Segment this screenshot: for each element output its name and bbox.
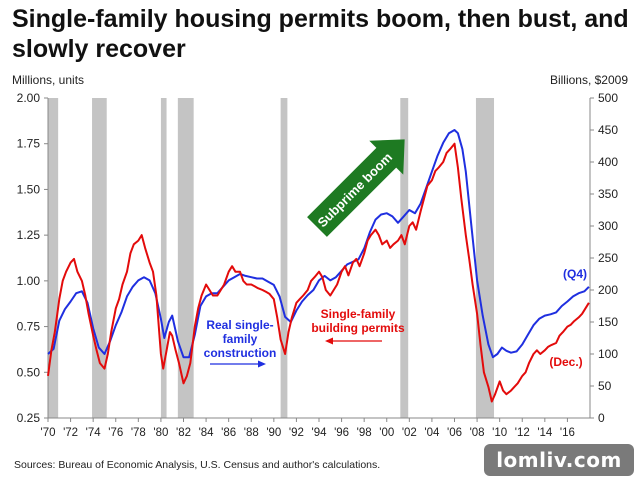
x-tick-label: '06 [447,427,462,439]
x-tick-label: '16 [560,427,575,439]
y-left-tick-label: 1.50 [17,182,41,196]
x-tick-label: '74 [86,427,102,439]
x-tick-label: '10 [492,427,507,439]
blue-series-label: family [223,332,258,346]
blue-series-label: Real single- [206,318,273,332]
x-tick-label: '78 [131,427,146,439]
x-tick-label: '88 [244,427,259,439]
x-tick-label: '00 [379,427,394,439]
y-right-tick-label: 50 [598,379,612,393]
recession-band [48,98,59,418]
y-right-tick-label: 200 [598,283,618,297]
x-tick-label: '94 [312,427,328,439]
axes: 0.25 0.50 0.75 1.00 1.25 1.50 1.75 2.00 0 50 100 15… [12,73,628,439]
y-right-tick-label: 400 [598,155,618,169]
blue-series-label: construction [204,346,277,360]
y-right-tick-label: 350 [598,187,618,201]
y-left-tick-label: 0.75 [17,320,41,334]
x-tick-label: '76 [108,427,123,439]
y-left-tick-label: 2.00 [17,91,41,105]
x-tick-label: '08 [470,427,485,439]
y-left-tick-label: 1.75 [17,137,41,151]
y-left-axis-title: Millions, units [12,73,84,87]
y-left-tick-label: 1.00 [17,274,41,288]
y-right-tick-label: 500 [598,91,618,105]
y-left-tick-label: 0.50 [17,365,41,379]
y-right-tick-label: 300 [598,219,618,233]
x-tick-label: '04 [424,427,440,439]
y-right-tick-label: 100 [598,347,618,361]
x-tick-label: '82 [176,427,191,439]
x-tick-label: '72 [63,427,78,439]
series-lines [47,129,590,403]
red-series-label: Single-family [321,307,396,321]
x-tick-label: '70 [41,427,56,439]
x-tick-label: '90 [266,427,281,439]
red-series-label: building permits [311,321,405,335]
y-right-tick-label: 150 [598,315,618,329]
watermark-logo: lomliv.com [484,444,634,476]
x-tick-label: '92 [289,427,304,439]
x-tick-label: '84 [199,427,215,439]
y-right-tick-label: 450 [598,123,618,137]
x-tick-label: '98 [357,427,372,439]
y-right-axis-title: Billions, $2009 [550,73,628,87]
recession-band [475,98,495,418]
x-tick-label: '86 [221,427,236,439]
recession-band [92,98,107,418]
source-note: Sources: Bureau of Economic Analysis, U.… [14,459,381,471]
boom-arrow-shape [307,139,405,237]
red-label-arrow-head [325,337,333,345]
blue-label-arrow-head [258,360,266,368]
x-tick-label: '80 [153,427,168,439]
y-left-tick-label: 1.25 [17,228,41,242]
x-tick-label: '96 [334,427,349,439]
recession-band [280,98,288,418]
dec-label: (Dec.) [549,355,582,369]
x-tick-label: '02 [402,427,417,439]
q4-label: (Q4) [563,267,587,281]
recession-bands [48,98,495,418]
y-left-tick-label: 0.25 [17,411,41,425]
boom-arrow-label: Subprime boom [315,150,396,231]
series-line-permits [47,142,590,403]
recession-band [400,98,409,418]
chart-title: Single-family housing permits boom, then… [12,5,629,63]
y-right-tick-label: 0 [598,411,605,425]
x-tick-label: '12 [515,427,530,439]
recession-band [177,98,194,418]
recession-band [160,98,167,418]
x-tick-label: '14 [537,427,553,439]
y-right-tick-label: 250 [598,251,618,265]
